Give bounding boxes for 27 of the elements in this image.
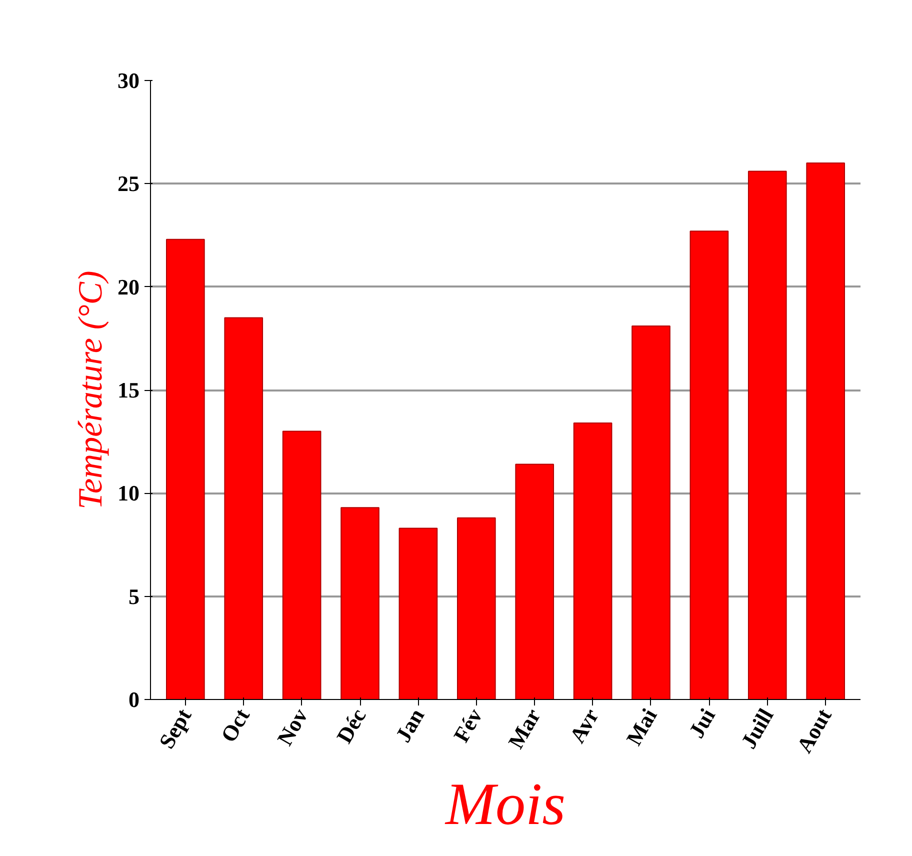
bar — [690, 230, 729, 700]
bar — [166, 238, 205, 700]
bar — [515, 464, 554, 700]
y-axis-title: Température (°C) — [72, 270, 110, 510]
y-tick-label: 20 — [118, 274, 140, 300]
x-tick-label: Jan — [390, 704, 430, 746]
bar — [806, 162, 845, 700]
y-tick-label: 30 — [118, 68, 140, 93]
x-tick-label: Déc — [331, 704, 371, 748]
x-tick-label: Jui — [684, 704, 720, 742]
x-tick-label: Fév — [448, 704, 488, 746]
bar — [632, 326, 670, 700]
y-tick-label: 5 — [128, 584, 140, 609]
y-tick-label: 10 — [118, 480, 140, 506]
y-tick-label: 25 — [118, 171, 140, 196]
x-axis-title: Mois — [444, 771, 566, 838]
x-tick-label: Oct — [216, 704, 255, 746]
bar — [456, 517, 496, 700]
bar — [224, 317, 264, 700]
bar — [282, 430, 322, 700]
y-tick-label: 0 — [128, 687, 140, 712]
bar — [748, 170, 787, 700]
bar — [398, 528, 438, 700]
bar — [573, 422, 612, 700]
x-tick-label: Avr — [564, 704, 604, 748]
bar — [340, 507, 380, 700]
y-tick-label: 15 — [118, 378, 140, 402]
